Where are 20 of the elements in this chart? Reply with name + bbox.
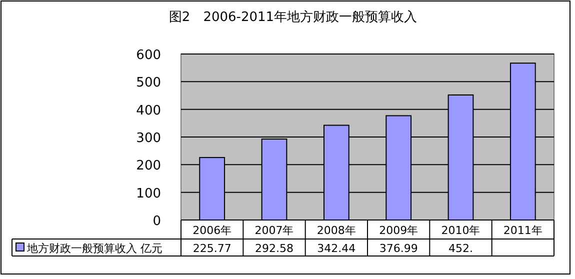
y-tick-label: 200 [136, 158, 161, 174]
data-label: 292.58 [255, 242, 294, 255]
legend-label: 地方财政一般预算收入 亿元 [26, 242, 162, 255]
y-tick-label: 600 [136, 48, 161, 63]
x-tick-label: 2007年 [254, 224, 294, 237]
x-tick-label: 2011年 [503, 224, 542, 237]
y-tick-label: 400 [136, 103, 161, 118]
y-tick-label: 300 [136, 131, 161, 146]
y-tick-label: 500 [136, 76, 161, 91]
x-tick-label: 2008年 [316, 224, 356, 237]
data-label: 342.44 [317, 242, 356, 255]
chart-title: 图2 2006-2011年地方财政一般预算收入 [168, 9, 418, 25]
data-label: 452. [448, 242, 473, 255]
x-tick-label: 2010年 [441, 224, 480, 237]
y-tick-label: 0 [152, 214, 161, 229]
y-tick-label: 100 [136, 186, 161, 202]
x-tick-label: 2006年 [192, 224, 232, 237]
data-label: 225.77 [192, 242, 232, 255]
x-tick-label: 2009年 [379, 224, 418, 237]
data-label: 376.99 [379, 242, 418, 255]
